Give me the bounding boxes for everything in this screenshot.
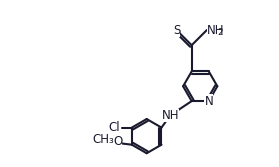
Text: 2: 2 (217, 28, 223, 37)
Text: N: N (205, 95, 213, 108)
Text: O: O (113, 135, 122, 148)
Text: NH: NH (161, 109, 179, 122)
Text: Cl: Cl (108, 121, 120, 134)
Text: CH₃: CH₃ (92, 133, 114, 146)
Text: NH: NH (207, 24, 224, 37)
Text: S: S (173, 24, 180, 37)
